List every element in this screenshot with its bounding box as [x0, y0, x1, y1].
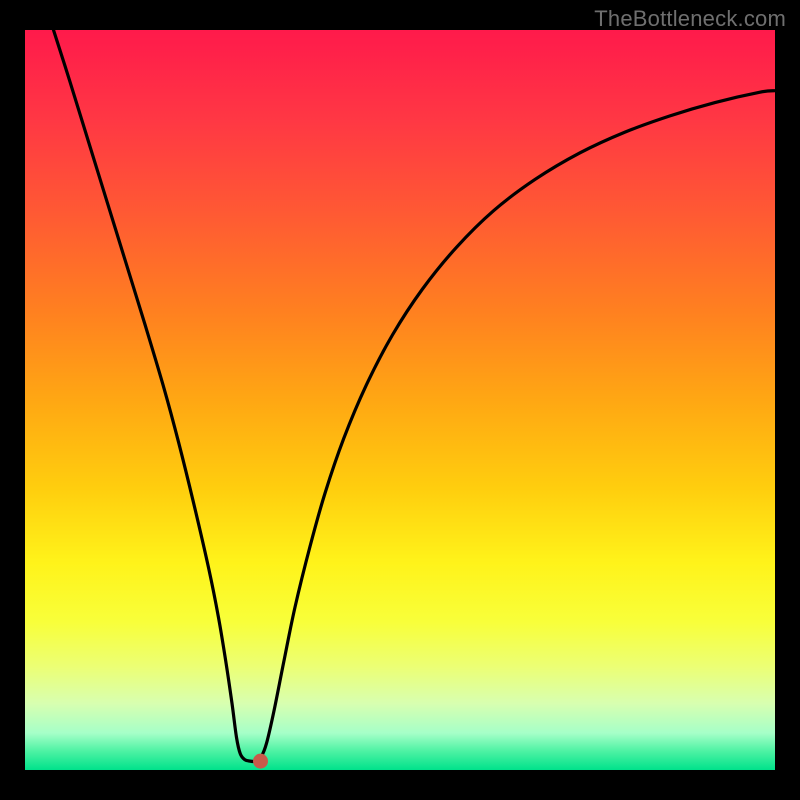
gradient-background	[25, 30, 775, 770]
watermark-text: TheBottleneck.com	[594, 6, 786, 32]
optimal-point-marker	[253, 754, 268, 769]
bottleneck-chart	[25, 30, 775, 770]
chart-container	[25, 30, 775, 770]
